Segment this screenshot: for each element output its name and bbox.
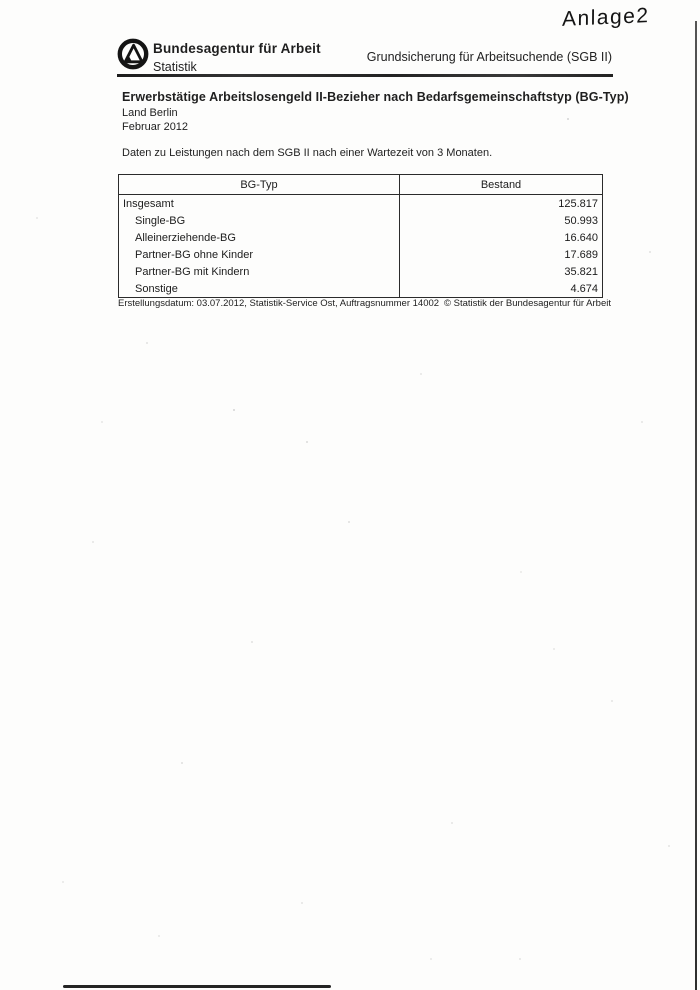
- bg-typ-cell: Partner-BG mit Kindern: [135, 265, 250, 278]
- column-header-bg-typ: BG-Typ: [118, 174, 400, 195]
- bundesagentur-logo-icon: [116, 38, 150, 72]
- table-header-row: BG-Typ Bestand: [118, 174, 603, 195]
- bestand-cell: 17.689: [399, 246, 603, 263]
- table-row: Sonstige 4.674: [119, 280, 603, 298]
- document-note: Daten zu Leistungen nach dem SGB II nach…: [122, 147, 493, 159]
- scan-noise-speckles: [0, 0, 2, 2]
- scan-edge-artifact-bottom: [63, 985, 331, 988]
- bg-typ-cell: Insgesamt: [123, 197, 174, 210]
- bestand-cell: 50.993: [399, 212, 603, 229]
- bg-typ-cell: Single-BG: [135, 214, 186, 227]
- bg-typ-cell: Alleinerziehende-BG: [135, 231, 236, 244]
- table-row: Alleinerziehende-BG 16.640: [119, 229, 603, 246]
- handwritten-note: Anlage2: [561, 4, 650, 31]
- table-row: Insgesamt 125.817: [119, 194, 603, 212]
- org-name: Bundesagentur für Arbeit: [153, 41, 321, 56]
- table-row: Partner-BG ohne Kinder 17.689: [119, 246, 603, 263]
- bestand-cell: 4.674: [399, 280, 603, 298]
- column-header-bestand: Bestand: [399, 174, 603, 195]
- footer-creation-info: Erstellungsdatum: 03.07.2012, Statistik-…: [118, 298, 440, 309]
- document-title: Erwerbstätige Arbeitslosengeld II-Bezieh…: [122, 90, 629, 104]
- org-subtitle: Statistik: [153, 60, 197, 74]
- bg-typ-table: BG-Typ Bestand Insgesamt 125.817 Single-…: [118, 174, 603, 298]
- document-period: Februar 2012: [122, 121, 189, 133]
- bg-typ-cell: Sonstige: [135, 282, 178, 295]
- table-row: Single-BG 50.993: [119, 212, 603, 229]
- header-right-title: Grundsicherung für Arbeitsuchende (SGB I…: [366, 50, 612, 64]
- bestand-cell: 35.821: [399, 263, 603, 280]
- document-region: Land Berlin: [122, 107, 178, 119]
- bg-typ-cell: Partner-BG ohne Kinder: [135, 248, 254, 261]
- bestand-cell: 125.817: [399, 194, 603, 212]
- bestand-cell: 16.640: [399, 229, 603, 246]
- footer-copyright: © Statistik der Bundesagentur für Arbeit: [443, 298, 611, 309]
- table-row: Partner-BG mit Kindern 35.821: [119, 263, 603, 280]
- header-divider: [117, 74, 613, 77]
- scan-edge-artifact-right: [695, 21, 697, 990]
